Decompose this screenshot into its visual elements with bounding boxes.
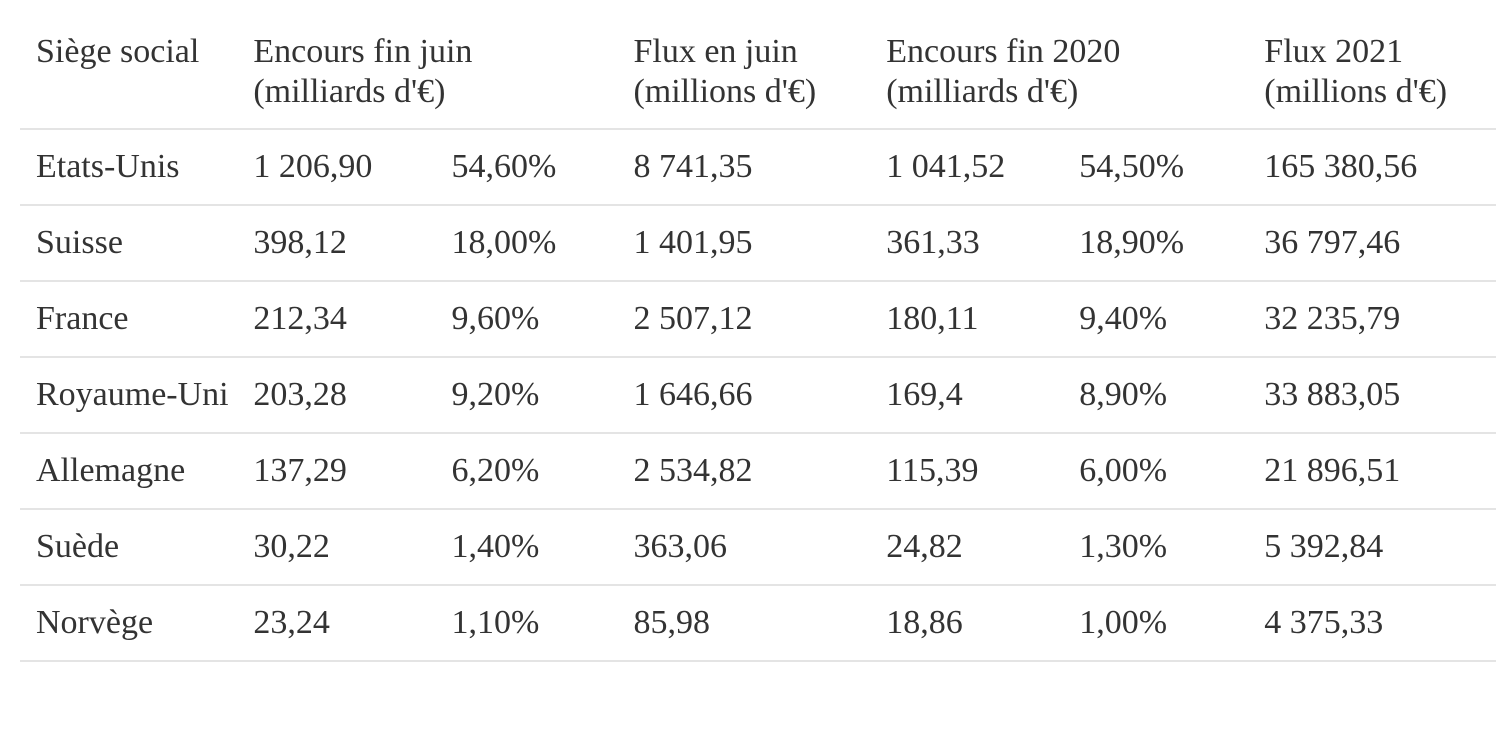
table-cell: 115,39	[886, 452, 979, 489]
table-cell: 2 507,12	[633, 300, 753, 337]
table-cell: 169,4	[886, 376, 963, 413]
table-cell: 18,00%	[451, 224, 557, 261]
table-cell: 9,40%	[1079, 300, 1168, 337]
table-cell: 32 235,79	[1264, 300, 1401, 337]
table-row: Royaume-Uni 203,28 9,20% 1 646,66 169,4 8,90%…	[20, 357, 1496, 433]
table-cell: 54,50%	[1079, 148, 1185, 185]
table-cell: 6,00%	[1079, 452, 1168, 489]
table-row: Etats-Unis 1 206,90 54,60% 8 741,35 1 041,52…	[20, 129, 1496, 205]
table-cell: 36 797,46	[1264, 224, 1401, 261]
table-row: Suisse 398,12 18,00% 1 401,95 361,33 18,90% 36…	[20, 205, 1496, 281]
table-cell: 180,11	[886, 300, 979, 337]
header-cell: Encours fin 2020 (milliards d'€)	[886, 33, 1121, 110]
table-cell: 1,30%	[1079, 528, 1168, 565]
data-table: Siège social Encours fin juin (milliards …	[20, 12, 1496, 662]
table-cell: 1,00%	[1079, 604, 1168, 641]
row-label: Royaume-Uni	[36, 376, 229, 413]
table-cell: 8 741,35	[633, 148, 753, 185]
table-body: Etats-Unis 1 206,90 54,60% 8 741,35 1 041,52…	[20, 129, 1496, 661]
table-cell: 18,86	[886, 604, 963, 641]
row-label: Suède	[36, 528, 120, 565]
table-cell: 54,60%	[451, 148, 557, 185]
row-label: Suisse	[36, 224, 123, 261]
header-cell: Flux 2021 (millions d'€)	[1264, 33, 1448, 110]
table-row: Norvège 23,24 1,10% 85,98 18,86 1,00% 4 375,33	[20, 585, 1496, 661]
table-cell: 1 041,52	[886, 148, 1006, 185]
table-header: Siège social Encours fin juin (milliards …	[20, 12, 1496, 129]
table-row: Allemagne 137,29 6,20% 2 534,82 115,39 6,00% 2…	[20, 433, 1496, 509]
table-cell: 1,40%	[451, 528, 540, 565]
table-cell: 398,12	[253, 224, 347, 261]
table-cell: 137,29	[253, 452, 347, 489]
table-cell: 21 896,51	[1264, 452, 1401, 489]
row-label: Allemagne	[36, 452, 186, 489]
table-cell: 212,34	[253, 300, 347, 337]
row-label: Etats-Unis	[36, 148, 180, 185]
table-cell: 361,33	[886, 224, 980, 261]
table-row: Suède 30,22 1,40% 363,06 24,82 1,30% 5 392,84	[20, 509, 1496, 585]
table-cell: 30,22	[253, 528, 330, 565]
table-cell: 24,82	[886, 528, 963, 565]
table-cell: 1 646,66	[633, 376, 753, 413]
table-cell: 18,90%	[1079, 224, 1185, 261]
table-cell: 5 392,84	[1264, 528, 1384, 565]
table-cell: 203,28	[253, 376, 347, 413]
table-row: France 212,34 9,60% 2 507,12 180,11 9,40% 32 2…	[20, 281, 1496, 357]
row-label: Norvège	[36, 604, 154, 641]
table-cell: 33 883,05	[1264, 376, 1401, 413]
table-cell: 363,06	[633, 528, 727, 565]
header-cell: Flux en juin (millions d'€)	[633, 33, 817, 110]
table-cell: 1 206,90	[253, 148, 373, 185]
table-cell: 8,90%	[1079, 376, 1168, 413]
header-cell: Encours fin juin (milliards d'€)	[253, 33, 473, 110]
table-cell: 9,20%	[451, 376, 540, 413]
table-cell: 6,20%	[451, 452, 540, 489]
table-cell: 23,24	[253, 604, 330, 641]
table-cell: 2 534,82	[633, 452, 753, 489]
row-label: France	[36, 300, 129, 337]
header-cell: Siège social	[36, 33, 200, 70]
table-cell: 85,98	[633, 604, 710, 641]
table-cell: 4 375,33	[1264, 604, 1384, 641]
table-cell: 1,10%	[451, 604, 540, 641]
table-cell: 1 401,95	[633, 224, 753, 261]
table-cell: 165 380,56	[1264, 148, 1418, 185]
table-cell: 9,60%	[451, 300, 540, 337]
header-row: Siège social Encours fin juin (milliards …	[20, 12, 1496, 129]
